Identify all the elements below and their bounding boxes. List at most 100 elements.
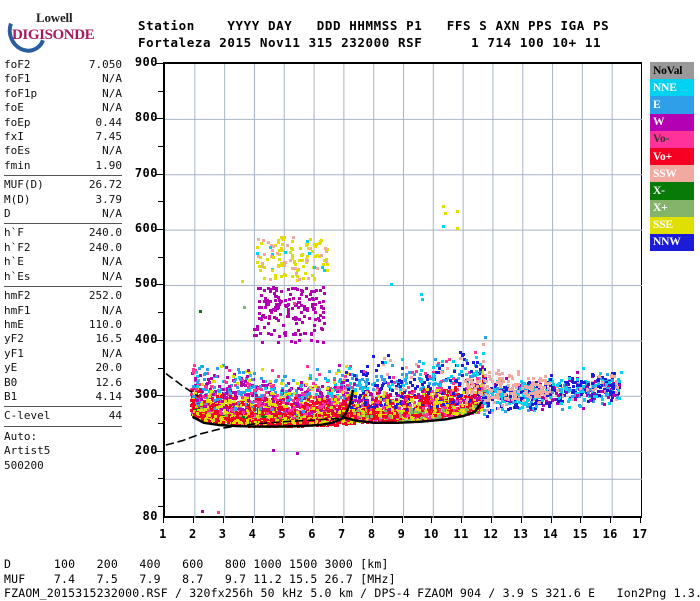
echo-point [338, 405, 341, 408]
echo-point [196, 385, 199, 388]
echo-point [354, 389, 357, 392]
echo-point [278, 412, 281, 415]
echo-point [375, 389, 378, 392]
echo-point [441, 413, 444, 416]
echo-point [347, 388, 350, 391]
echo-point [428, 375, 431, 378]
echo-point [371, 383, 374, 386]
echo-point [304, 418, 307, 421]
echo-point [357, 413, 360, 416]
echo-point [470, 370, 473, 373]
echo-point [459, 401, 462, 404]
echo-point [212, 380, 215, 383]
param-value: 240.0 [89, 241, 122, 255]
echo-point [274, 397, 277, 400]
echo-point [407, 386, 410, 389]
echo-point [319, 406, 322, 409]
param-value: N/A [102, 144, 122, 158]
echo-point [313, 410, 316, 413]
echo-point [296, 399, 299, 402]
echo-point [319, 402, 322, 405]
auto-scaler-name: Artist5 [4, 444, 122, 458]
echo-point [296, 382, 299, 385]
echo-point [341, 403, 344, 406]
echo-point [301, 396, 304, 399]
echo-point [309, 395, 312, 398]
echo-point [259, 407, 262, 410]
echo-point [234, 391, 237, 394]
echo-point [366, 387, 369, 390]
echo-point [426, 388, 429, 391]
echo-point [375, 369, 378, 372]
echo-point [407, 395, 410, 398]
echo-point [288, 392, 291, 395]
echo-point [203, 414, 206, 417]
echo-point [272, 419, 275, 422]
echo-point [447, 390, 450, 393]
echo-point [232, 375, 235, 378]
echo-point [281, 379, 284, 382]
echo-point [431, 399, 434, 402]
echo-point [315, 393, 318, 396]
echo-point [375, 397, 378, 400]
echo-point [405, 366, 408, 369]
echo-point [309, 386, 312, 389]
echo-point [369, 405, 372, 408]
echo-point [276, 394, 279, 397]
echo-point [461, 412, 464, 415]
echo-point [396, 415, 399, 418]
echo-point [484, 336, 487, 339]
echo-point [408, 371, 411, 374]
echo-point [289, 398, 292, 401]
echo-point [350, 413, 353, 416]
echo-point [437, 415, 440, 418]
echo-point [215, 375, 218, 378]
echo-point [267, 408, 270, 411]
echo-point [372, 355, 375, 358]
echo-point [394, 405, 397, 408]
echo-point [388, 385, 391, 388]
echo-point [296, 402, 299, 405]
echo-point [414, 387, 417, 390]
echo-point [228, 369, 231, 372]
echo-point [391, 364, 394, 367]
echo-point [243, 391, 246, 394]
echo-point [193, 364, 196, 367]
echo-point [409, 381, 412, 384]
echo-point [482, 343, 485, 346]
echo-point [365, 396, 368, 399]
echo-point [460, 394, 463, 397]
echo-point [599, 372, 602, 375]
ionogram-plot-area[interactable] [163, 62, 642, 518]
echo-point [427, 392, 430, 395]
echo-point [376, 417, 379, 420]
echo-point [353, 383, 356, 386]
echo-point [229, 392, 232, 395]
echo-point [247, 412, 250, 415]
echo-point [376, 408, 379, 411]
param-value: N/A [102, 87, 122, 101]
echo-point [284, 414, 287, 417]
param-value: 3.79 [96, 193, 123, 207]
echo-point [237, 368, 240, 371]
echo-point [199, 374, 202, 377]
echo-point [274, 404, 277, 407]
echo-point [402, 384, 405, 387]
echo-point [360, 370, 363, 373]
echo-point [391, 409, 394, 412]
echo-point [297, 387, 300, 390]
echo-point [225, 381, 228, 384]
echo-point [264, 387, 267, 390]
echo-point [258, 411, 261, 414]
echo-point [439, 390, 442, 393]
echo-point [358, 396, 361, 399]
echo-point [260, 377, 263, 380]
echo-point [204, 408, 207, 411]
echo-point [306, 406, 309, 409]
